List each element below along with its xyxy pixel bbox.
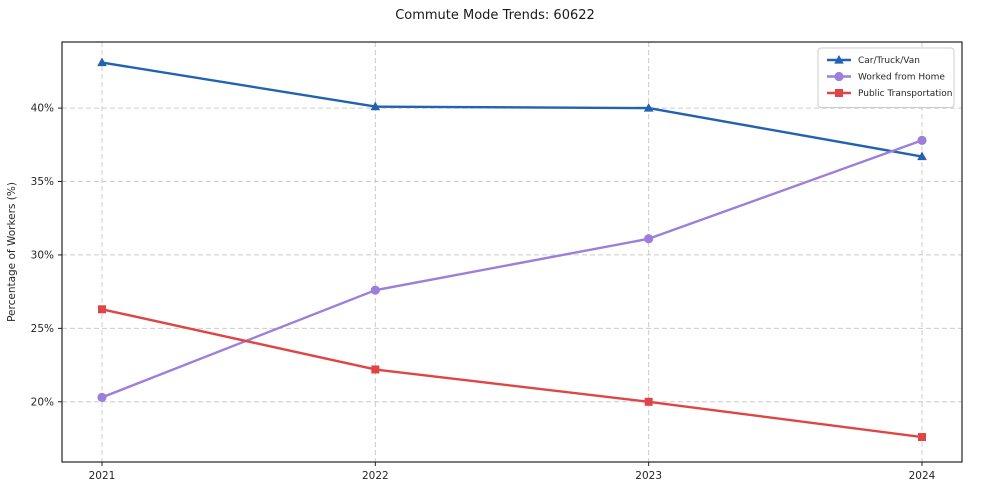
- x-tick-label: 2023: [635, 470, 662, 482]
- data-point-square: [371, 365, 380, 374]
- data-point-circle: [644, 234, 654, 244]
- x-tick-label: 2024: [909, 470, 936, 482]
- series-worked-from-home: [97, 135, 927, 402]
- y-axis: 20% 25% 30% 35% 40%: [31, 103, 62, 408]
- data-point-square: [98, 305, 106, 314]
- data-point-triangle: [643, 103, 654, 112]
- series-line: [100, 61, 924, 158]
- data-point-square: [644, 397, 653, 406]
- legend: Car/Truck/Van Worked from Home Public Tran…: [817, 47, 955, 108]
- data-point-triangle: [917, 151, 927, 161]
- legend-label: Worked from Home: [858, 73, 945, 83]
- series-line: [100, 139, 924, 399]
- legend-box: [817, 47, 955, 108]
- data-point-circle: [834, 71, 844, 82]
- y-tick-label: 30%: [31, 249, 54, 261]
- legend-label: Public Transportation: [858, 89, 952, 99]
- data-point-circle: [917, 135, 927, 145]
- data-point-triangle: [834, 55, 844, 64]
- series-line: [100, 308, 924, 439]
- y-tick-label: 40%: [31, 103, 54, 115]
- data-point-triangle: [97, 57, 107, 67]
- axes-border: [61, 41, 963, 463]
- data-point-square: [918, 433, 926, 442]
- series-public-transportation: [98, 305, 926, 442]
- data-point-circle: [97, 392, 107, 402]
- legend-item: Worked from Home: [827, 71, 945, 83]
- data-point-triangle: [370, 101, 381, 111]
- data-point-circle: [370, 285, 380, 295]
- x-tick-label: 2022: [362, 470, 389, 482]
- series-car-truck-van: [97, 57, 927, 161]
- legend-item: Car/Truck/Van: [827, 55, 920, 66]
- x-axis: 2021 2022 2023 2024: [89, 462, 936, 482]
- x-tick-label: 2021: [89, 470, 116, 482]
- y-tick-label: 25%: [31, 323, 54, 335]
- data-point-square: [835, 89, 843, 97]
- y-tick-label: 20%: [31, 396, 54, 408]
- y-axis-label: Percentage of Workers (%): [6, 182, 18, 322]
- chart-title: Commute Mode Trends: 60622: [395, 8, 595, 23]
- legend-item: Public Transportation: [827, 89, 952, 99]
- y-tick-label: 35%: [31, 176, 54, 188]
- legend-label: Car/Truck/Van: [858, 56, 920, 66]
